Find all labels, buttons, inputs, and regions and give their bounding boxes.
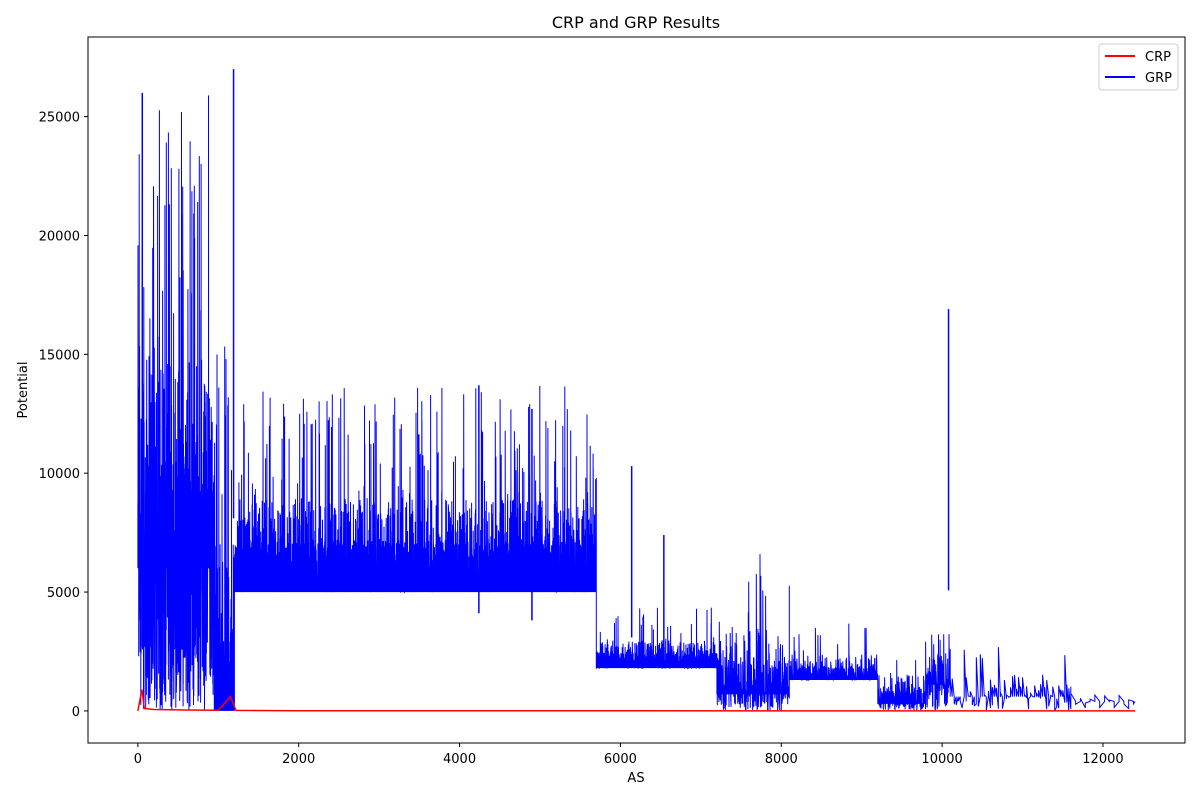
x-tick-label: 12000 bbox=[1082, 752, 1123, 767]
x-tick-label: 10000 bbox=[921, 752, 962, 767]
grp-line bbox=[137, 95, 1136, 712]
x-tick-label: 2000 bbox=[282, 752, 315, 767]
crp-series-layer bbox=[137, 689, 1136, 712]
x-axis-label: AS bbox=[627, 771, 644, 786]
y-tick-label: 25000 bbox=[39, 111, 80, 126]
y-tick-label: 0 bbox=[72, 705, 80, 720]
x-tick-label: 0 bbox=[134, 752, 142, 767]
y-tick-label: 5000 bbox=[47, 586, 80, 601]
y-axis-label: Potential bbox=[16, 362, 31, 419]
x-tick-label: 4000 bbox=[443, 752, 476, 767]
crp-line bbox=[137, 689, 1136, 712]
x-axis: 0 2000 4000 6000 8000 10000 12000 bbox=[134, 743, 1124, 767]
y-tick-label: 10000 bbox=[39, 467, 80, 482]
y-axis: 0 5000 10000 15000 20000 25000 bbox=[39, 111, 88, 720]
plot-area bbox=[87, 36, 1186, 744]
y-tick-label: 15000 bbox=[39, 348, 80, 363]
legend-grp-label: GRP bbox=[1145, 71, 1172, 86]
x-tick-label: 6000 bbox=[604, 752, 637, 767]
legend: CRP GRP bbox=[1098, 43, 1179, 91]
x-tick-label: 8000 bbox=[765, 752, 798, 767]
chart-title: CRP and GRP Results bbox=[552, 13, 720, 32]
plot-frame bbox=[87, 36, 1186, 744]
grp-series-layer bbox=[137, 69, 1136, 712]
y-tick-label: 20000 bbox=[39, 229, 80, 244]
legend-crp-label: CRP bbox=[1145, 50, 1171, 65]
